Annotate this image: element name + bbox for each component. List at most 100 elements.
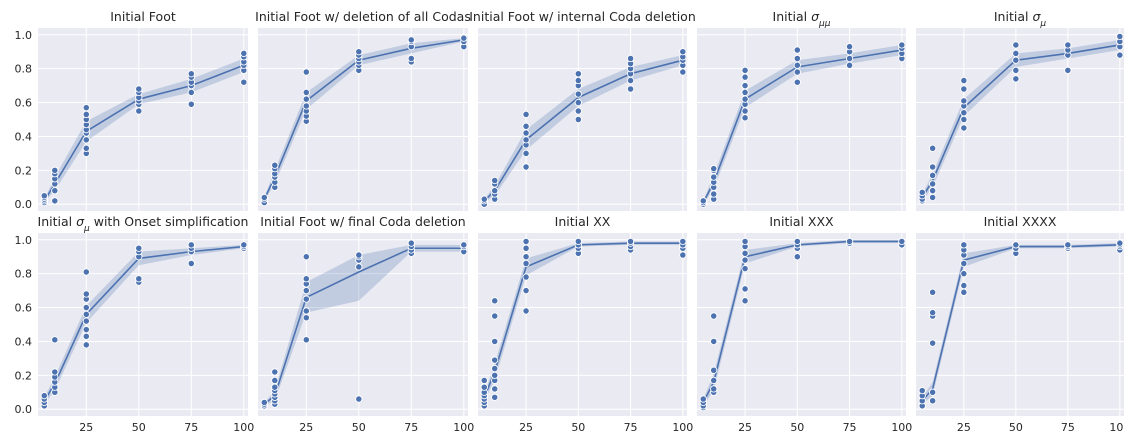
data-point xyxy=(302,102,310,110)
data-point xyxy=(491,297,499,305)
data-point xyxy=(355,395,363,403)
panel-title-part: μ xyxy=(83,224,90,234)
data-point xyxy=(679,68,687,76)
data-point xyxy=(574,76,582,85)
data-point xyxy=(522,307,530,315)
data-point xyxy=(302,68,310,76)
confidence-band xyxy=(44,244,244,405)
panel-8: Initial XX 25 50 75 100 xyxy=(478,214,693,434)
data-point xyxy=(187,259,195,268)
data-point xyxy=(302,95,310,103)
data-point xyxy=(960,270,968,278)
plot-area xyxy=(916,28,1124,211)
data-point xyxy=(928,193,937,202)
panel-title-part: Initial XXXX xyxy=(984,214,1057,229)
x-tick-label: 100 xyxy=(453,421,474,434)
data-point xyxy=(741,237,749,246)
panel-title-part: σ xyxy=(1032,9,1041,24)
data-point xyxy=(710,173,718,181)
data-point xyxy=(710,385,718,393)
data-point xyxy=(522,259,530,268)
data-point xyxy=(1116,239,1124,247)
data-point xyxy=(898,41,906,49)
data-point xyxy=(928,397,937,405)
data-point xyxy=(480,376,488,385)
y-tick-label: 0.6 xyxy=(15,97,33,110)
data-point xyxy=(82,144,90,152)
panel-1: Initial Foot 0.0 0.2 0.4 0.6 0.8 1.0 xyxy=(15,9,248,211)
data-point xyxy=(574,70,582,78)
data-point xyxy=(480,195,488,203)
data-point xyxy=(741,88,749,97)
x-tick-label: 25 xyxy=(519,421,533,434)
y-tick-label: 0.0 xyxy=(15,403,33,416)
data-point xyxy=(302,88,310,97)
data-point xyxy=(240,49,248,58)
data-point xyxy=(82,136,90,144)
y-tick-label: 0.4 xyxy=(15,130,33,143)
data-point xyxy=(741,107,749,115)
data-point xyxy=(260,193,268,202)
data-point xyxy=(40,392,48,400)
data-point xyxy=(407,239,415,247)
data-point xyxy=(918,386,926,395)
data-point xyxy=(960,259,968,268)
data-point xyxy=(1116,51,1124,59)
panel-4: Initial σμμ xyxy=(697,9,906,211)
data-point xyxy=(40,192,48,200)
data-point xyxy=(928,144,937,152)
data-point xyxy=(710,366,718,374)
plot-area xyxy=(478,233,687,416)
data-point xyxy=(522,122,530,130)
data-point xyxy=(522,163,530,171)
data-point xyxy=(741,256,749,264)
y-tick-label: 1.0 xyxy=(15,234,33,247)
data-point xyxy=(302,286,310,295)
panel-title-part: Initial Foot w/ deletion of all Codas xyxy=(255,9,471,24)
data-point xyxy=(82,303,90,312)
panel-9: Initial XXX 25 50 75 100 xyxy=(697,214,912,434)
data-point xyxy=(928,187,937,195)
panel-title: Initial Foot w/ internal Coda deletion xyxy=(469,9,696,24)
data-point xyxy=(82,332,90,341)
data-point xyxy=(460,241,468,249)
data-point xyxy=(82,310,90,318)
panel-title-part: μ xyxy=(1039,19,1046,29)
data-point xyxy=(626,85,635,93)
data-point xyxy=(1116,32,1124,41)
data-point xyxy=(240,241,248,249)
data-point xyxy=(187,241,195,249)
data-point xyxy=(898,237,906,246)
y-tick-label: 0.2 xyxy=(15,369,33,382)
x-tick-label: 25 xyxy=(79,421,93,434)
data-point xyxy=(271,368,279,376)
data-point xyxy=(302,314,310,322)
data-point xyxy=(928,308,937,317)
plot-area xyxy=(478,28,687,211)
y-tick-label: 0.8 xyxy=(15,63,33,76)
data-point xyxy=(928,180,937,188)
panel-title-part: Initial xyxy=(38,214,77,229)
data-point xyxy=(82,317,90,325)
data-point xyxy=(522,286,530,295)
data-point xyxy=(793,253,801,261)
data-point xyxy=(491,312,499,320)
data-point xyxy=(741,114,749,122)
data-point xyxy=(522,237,530,246)
data-point xyxy=(960,115,968,124)
data-point xyxy=(679,237,687,246)
panel-title-part: σ xyxy=(811,9,820,24)
panel-title-part: σ xyxy=(76,214,85,229)
x-tick-label: 75 xyxy=(184,421,198,434)
data-point xyxy=(491,356,499,364)
x-tick-label: 100 xyxy=(891,421,912,434)
plot-area xyxy=(38,233,248,416)
data-point xyxy=(710,190,718,198)
data-point xyxy=(741,285,749,293)
data-point xyxy=(574,90,582,98)
data-point xyxy=(1064,41,1072,49)
data-point xyxy=(407,54,415,63)
x-tick-label: 25 xyxy=(957,421,971,434)
data-point xyxy=(793,46,801,54)
